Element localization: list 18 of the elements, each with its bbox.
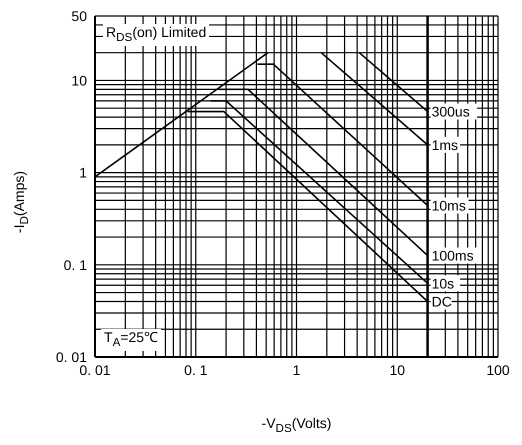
series-label: DC xyxy=(432,293,452,310)
series-label: 1ms xyxy=(432,136,458,153)
series-label: 100ms xyxy=(432,248,474,264)
y-tick-label: 1 xyxy=(79,164,88,181)
series-label: 300us xyxy=(432,104,470,120)
x-tick-label: 0. 1 xyxy=(184,362,208,378)
y-tick-label: 50 xyxy=(71,8,88,24)
y-tick-label: 0. 01 xyxy=(56,348,88,365)
annotation: T$_{A}$=25℃ xyxy=(101,329,162,351)
x-tick-label: 100 xyxy=(486,362,510,378)
series-label: 10s xyxy=(432,275,454,292)
annotation: R$_{DS}$(on) Limited xyxy=(103,24,210,46)
series-label: 10ms xyxy=(432,197,466,214)
x-tick-label: 10 xyxy=(389,362,406,378)
y-tick-label: 10 xyxy=(71,72,88,88)
x-tick-label: 1 xyxy=(292,362,301,378)
y-tick-label: 0. 1 xyxy=(64,256,88,273)
x-axis-title: -V$_{DS}$(Volts) xyxy=(260,415,332,435)
